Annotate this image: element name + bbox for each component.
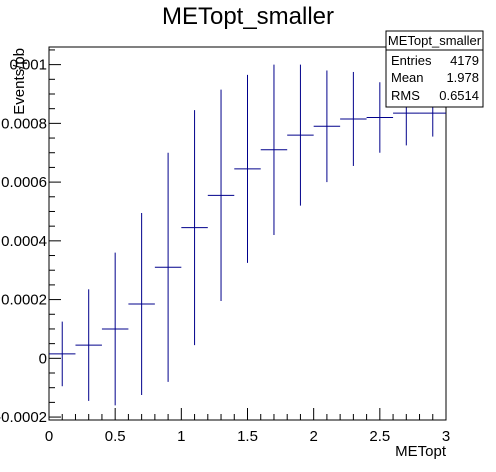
stats-box-name: METopt_smaller [388,33,482,48]
data-point [75,289,102,401]
y-tick-label: 0 [39,350,47,367]
data-point [207,89,235,302]
x-tick-label: 1.5 [237,428,258,445]
y-tick-label: 0.0008 [1,115,47,132]
y-tick-label: 0.0004 [1,233,47,250]
x-axis: 0 0.5 1 1.5 2 2.5 3 [45,408,450,445]
data-point [366,82,394,153]
x-tick-label: 2.5 [369,428,390,445]
y-tick-label: -0.0002 [0,409,47,426]
data-point [260,64,288,235]
chart-title: METopt_smaller [162,3,334,30]
y-tick-label: 0.0006 [1,174,47,191]
x-tick-label: 2 [309,428,317,445]
data-point [287,64,314,206]
data-series [49,64,446,406]
data-point [234,74,261,263]
x-tick-label: 1 [177,428,185,445]
stats-entries-value: 4179 [450,53,479,68]
y-axis: -0.0002 0 0.0002 0.0004 0.0006 0.0008 0.001 [0,49,61,426]
data-point [128,212,155,396]
y-axis-title: Events/pb [11,48,28,115]
stats-box-frame [385,30,484,108]
stats-entries-label: Entries [391,53,432,68]
y-tick-label: 0.001 [9,57,47,74]
stats-box: METopt_smaller Entries 4179 Mean 1.978 R… [385,30,484,108]
data-point [313,70,341,183]
stats-mean-label: Mean [391,70,424,85]
x-tick-label: 3 [442,428,450,445]
x-tick-label: 0.5 [105,428,126,445]
data-point [101,252,129,406]
stats-rms-label: RMS [391,88,420,103]
y-tick-label: 0.0002 [1,292,47,309]
stats-mean-value: 1.978 [446,70,479,85]
data-point [49,321,76,387]
data-point [181,110,208,346]
x-axis-title: METopt [395,443,447,460]
data-point [340,71,367,166]
data-point [154,152,182,382]
x-tick-label: 0 [45,428,53,445]
stats-rms-value: 0.6514 [439,88,479,103]
